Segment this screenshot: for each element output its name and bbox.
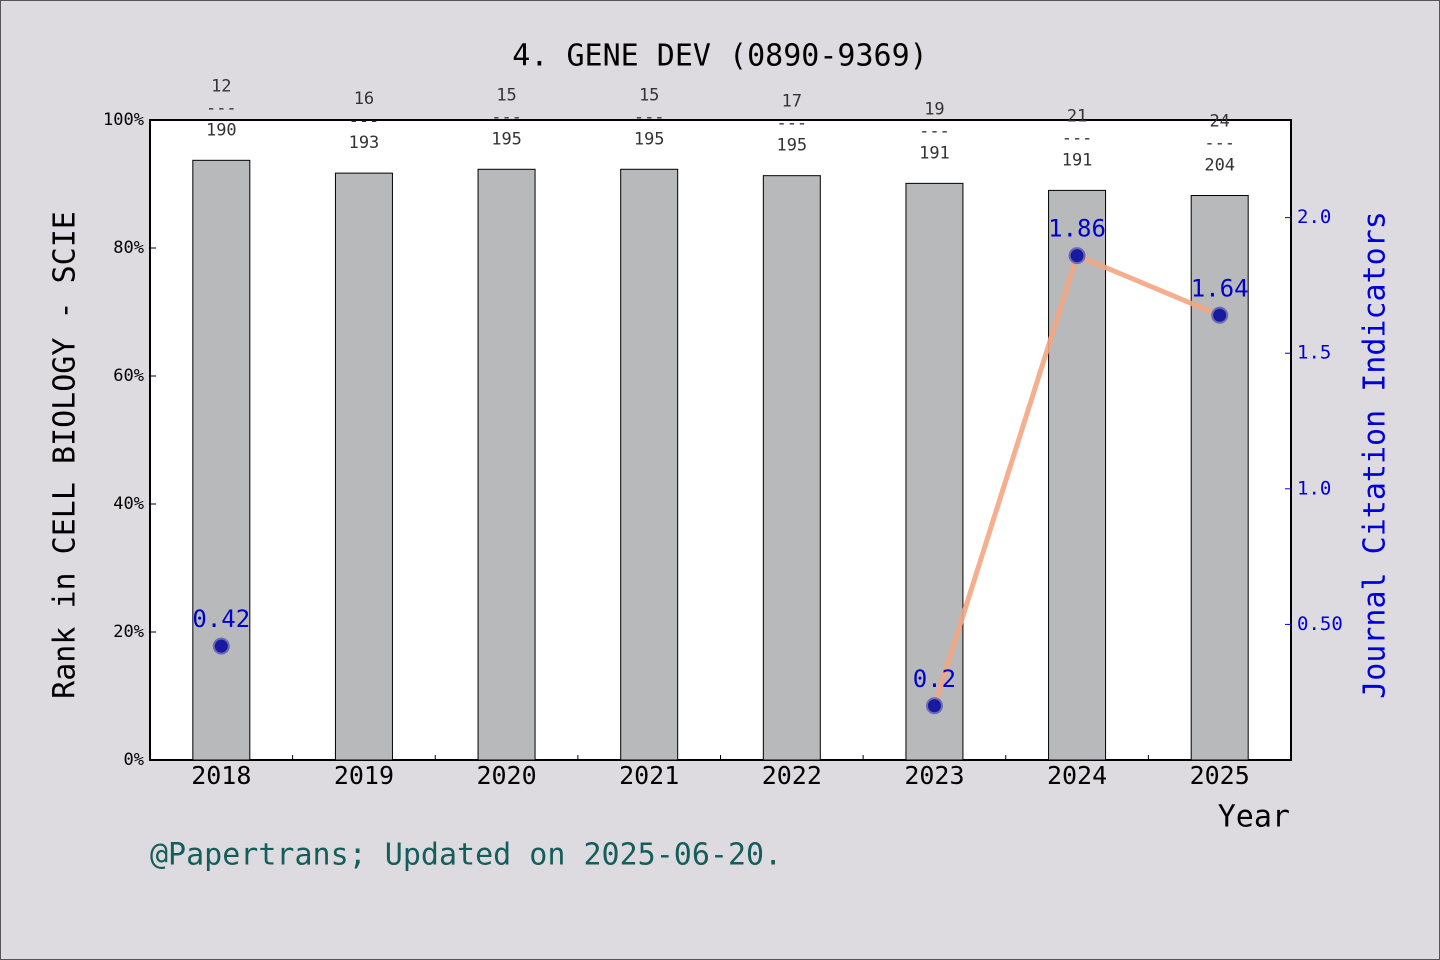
rank-separator: --- — [919, 121, 950, 141]
rank-separator: --- — [491, 107, 522, 127]
footer: @Papertrans; Updated on 2025-06-20. — [150, 838, 782, 873]
y-tick-label: 0% — [124, 750, 144, 770]
total-label: 195 — [491, 129, 522, 149]
chart-title: 4. GENE DEV (0890-9369) — [512, 39, 927, 74]
total-label: 193 — [349, 133, 380, 153]
y-tick-label: 60% — [113, 366, 144, 386]
plot-area — [149, 119, 1292, 761]
total-label: 195 — [634, 129, 665, 149]
total-label: 191 — [1062, 150, 1093, 170]
value-label: 1.86 — [1048, 215, 1106, 243]
rank-separator: --- — [776, 114, 807, 134]
bar — [1048, 189, 1107, 761]
bar — [762, 175, 821, 761]
bar — [905, 182, 964, 761]
total-label: 190 — [206, 120, 237, 140]
bar — [192, 159, 251, 761]
y2-tick-label: 1.0 — [1297, 477, 1331, 499]
point — [1211, 306, 1229, 324]
value-label: 0.2 — [913, 665, 956, 693]
x-tick-label: 2024 — [1047, 761, 1107, 790]
bar — [477, 168, 536, 761]
rank-separator: --- — [206, 98, 237, 118]
y-tick-label: 40% — [113, 494, 144, 514]
value-label: 1.64 — [1191, 274, 1249, 302]
total-label: 195 — [776, 136, 807, 156]
rank-separator: --- — [634, 107, 665, 127]
y-tick-label: 20% — [113, 622, 144, 642]
bar — [620, 168, 679, 761]
x-tick-label: 2021 — [619, 761, 679, 790]
x-tick-label: 2023 — [904, 761, 964, 790]
value-label: 0.42 — [192, 605, 250, 633]
y-axis-label: Rank in CELL BIOLOGY - SCIE — [48, 211, 83, 699]
y-tick-label: 80% — [113, 238, 144, 258]
point — [925, 697, 943, 715]
rank-label: 16 — [354, 89, 374, 109]
rank-label: 21 — [1067, 106, 1087, 126]
total-label: 204 — [1204, 156, 1235, 176]
y2-axis-label: Journal Citation Indicators — [1358, 211, 1393, 699]
x-tick-label: 2019 — [334, 761, 394, 790]
rank-label: 17 — [782, 92, 802, 112]
rank-label: 15 — [496, 85, 516, 105]
rank-label: 15 — [639, 85, 659, 105]
bar — [334, 172, 393, 761]
y2-tick-label: 0.50 — [1297, 613, 1343, 635]
y2-tick-label: 1.5 — [1297, 342, 1331, 364]
x-tick-label: 2018 — [191, 761, 251, 790]
x-tick-label: 2025 — [1190, 761, 1250, 790]
y2-tick-label: 2.0 — [1297, 206, 1331, 228]
rank-separator: --- — [1062, 128, 1093, 148]
point — [212, 637, 230, 655]
bar — [1190, 195, 1249, 761]
rank-label: 19 — [924, 99, 944, 119]
y-tick-label: 100% — [103, 110, 144, 130]
rank-separator: --- — [349, 111, 380, 131]
x-tick-label: 2022 — [762, 761, 822, 790]
point — [1068, 247, 1086, 265]
x-axis-label: Year — [1218, 800, 1290, 835]
rank-label: 24 — [1209, 112, 1229, 132]
total-label: 191 — [919, 143, 950, 163]
x-tick-label: 2020 — [476, 761, 536, 790]
rank-label: 12 — [211, 76, 231, 96]
rank-separator: --- — [1204, 134, 1235, 154]
